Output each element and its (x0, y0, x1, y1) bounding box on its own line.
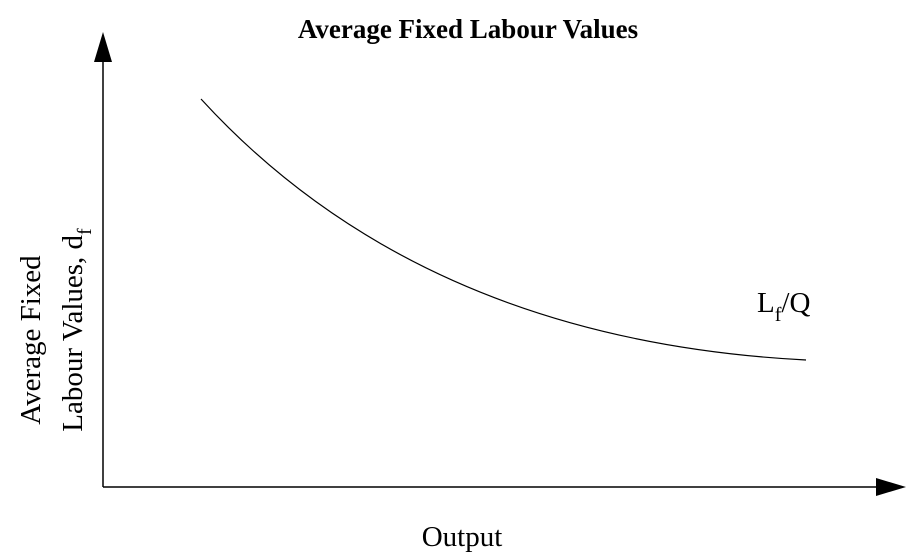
y-axis-label-subscript: f (74, 228, 96, 235)
curve-label-main: L (757, 287, 775, 319)
curve (200, 98, 807, 361)
curve-label-suffix: /Q (781, 287, 810, 319)
x-axis-label: Output (422, 521, 503, 553)
x-axis-arrow (876, 478, 906, 496)
y-axis-label-line1: Average Fixed (15, 255, 47, 425)
title: Average Fixed Labour Values (298, 14, 638, 44)
curve-label: Lf/Q (757, 287, 810, 326)
y-axis-label-line2: Labour Values, df (57, 228, 96, 432)
y-axis-label-text: Labour Values, d (57, 234, 89, 431)
curve-label-subscript: f (775, 304, 782, 326)
y-axis-arrow (94, 32, 112, 62)
